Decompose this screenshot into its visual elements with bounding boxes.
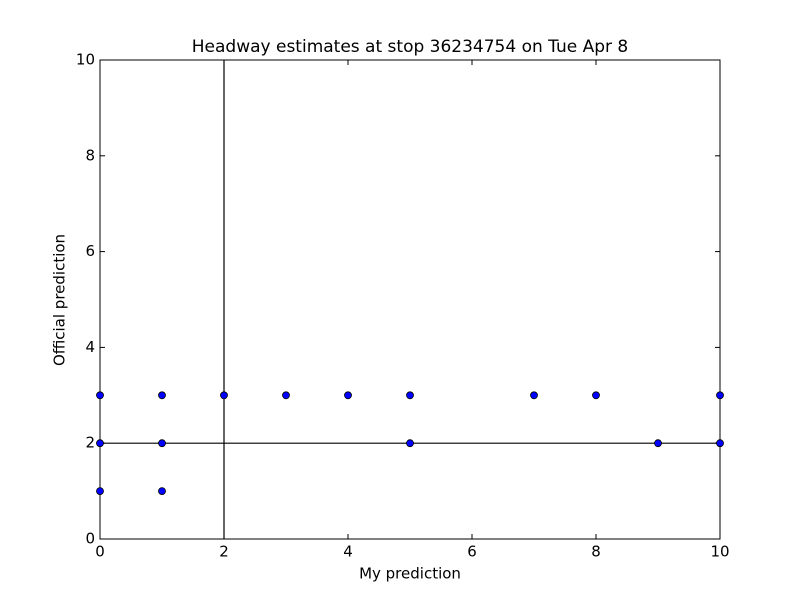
y-tick-label: 2 — [85, 434, 95, 452]
point — [282, 391, 290, 400]
x-tick-label: 4 — [343, 543, 353, 561]
x-axis-label: My prediction — [359, 565, 461, 583]
point — [406, 439, 414, 448]
point — [592, 391, 600, 400]
point — [530, 391, 538, 400]
plot-frame — [99, 59, 721, 540]
x-tick-label: 8 — [591, 543, 601, 561]
point — [654, 439, 662, 448]
point — [158, 391, 166, 400]
x-tick-label: 6 — [467, 543, 477, 561]
point — [96, 487, 104, 496]
point — [344, 391, 352, 400]
point — [96, 439, 104, 448]
point — [158, 439, 166, 448]
y-tick-label: 10 — [76, 51, 95, 69]
point — [406, 391, 414, 400]
y-tick-label: 8 — [85, 146, 95, 164]
y-tick-label: 6 — [85, 242, 95, 260]
point — [158, 487, 166, 496]
y-axis-label: Official prediction — [51, 234, 69, 366]
point — [220, 391, 228, 400]
x-tick-label: 0 — [95, 543, 105, 561]
point — [96, 391, 104, 400]
chart-title: Headway estimates at stop 36234754 on Tu… — [192, 37, 629, 57]
point — [716, 439, 724, 448]
x-tick-label: 2 — [219, 543, 229, 561]
point — [716, 391, 724, 400]
x-tick-label: 10 — [710, 543, 729, 561]
y-tick-label: 0 — [85, 530, 95, 548]
y-tick-label: 4 — [85, 338, 95, 356]
